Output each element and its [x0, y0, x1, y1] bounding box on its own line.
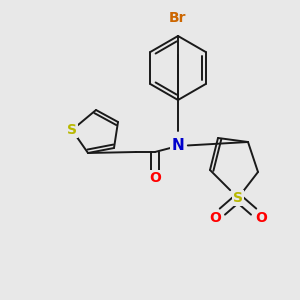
Text: O: O [255, 211, 267, 225]
Text: O: O [149, 171, 161, 185]
Text: S: S [67, 123, 77, 137]
Text: Br: Br [169, 11, 187, 25]
Text: O: O [209, 211, 221, 225]
Text: N: N [172, 139, 184, 154]
Text: S: S [233, 191, 243, 205]
